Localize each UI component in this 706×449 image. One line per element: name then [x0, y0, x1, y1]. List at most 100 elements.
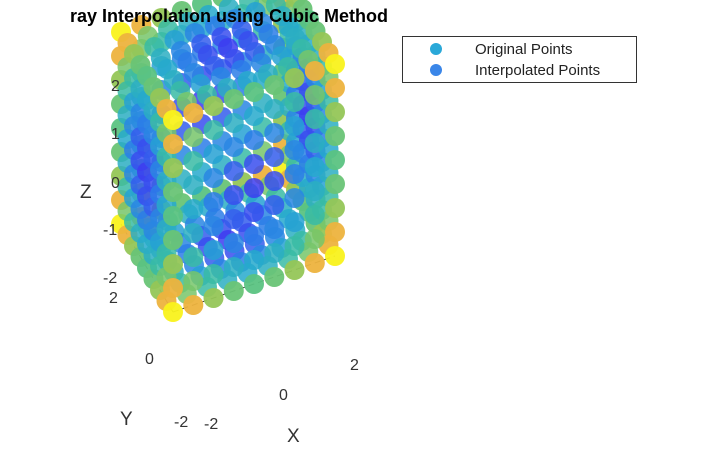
data-point — [203, 168, 224, 188]
y-tick-label: -2 — [174, 414, 189, 431]
data-point — [264, 267, 285, 287]
y-axis-label: Y — [120, 409, 133, 430]
data-point — [244, 202, 264, 222]
legend-marker-original — [430, 43, 442, 55]
data-point — [203, 192, 224, 212]
data-point — [183, 103, 204, 123]
legend: Original Points Interpolated Points — [402, 36, 637, 83]
z-tick-label: 1 — [111, 126, 120, 143]
data-point — [325, 174, 345, 194]
z-axis-label: Z — [80, 182, 92, 203]
data-point — [223, 281, 244, 301]
data-point — [203, 120, 224, 140]
legend-entry-original: Original Points — [403, 39, 573, 59]
x-tick-label: 2 — [350, 357, 359, 374]
data-point — [284, 260, 305, 280]
data-point — [244, 130, 264, 150]
data-point — [203, 288, 224, 308]
z-tick-label: 0 — [111, 175, 120, 192]
data-point — [304, 61, 325, 81]
chart-title: ray Interpolation using Cubic Method — [70, 6, 389, 26]
data-point — [325, 102, 345, 122]
z-tick-label: 2 — [111, 78, 120, 95]
legend-label-original: Original Points — [475, 40, 573, 58]
x-axis-label: X — [287, 426, 300, 447]
data-point — [244, 106, 264, 126]
data-point — [304, 229, 325, 249]
data-point — [284, 68, 305, 88]
data-point — [223, 209, 244, 229]
data-point — [244, 178, 264, 198]
data-point — [244, 274, 264, 294]
data-point — [244, 226, 264, 246]
legend-entry-interpolated: Interpolated Points — [403, 60, 600, 80]
data-point — [264, 75, 285, 95]
data-point — [183, 295, 204, 315]
data-point — [183, 127, 204, 147]
data-point — [203, 96, 224, 116]
data-point — [223, 89, 244, 109]
data-point — [284, 212, 305, 232]
data-point — [304, 157, 325, 177]
data-point — [304, 205, 325, 225]
data-point — [223, 257, 244, 277]
data-point — [325, 150, 345, 170]
data-point — [264, 99, 285, 119]
x-tick-label: 0 — [279, 387, 288, 404]
data-point — [304, 133, 325, 153]
data-point — [244, 82, 264, 102]
data-point — [304, 85, 325, 105]
data-point — [163, 134, 183, 154]
z-tick-label: -2 — [103, 270, 118, 287]
data-point — [163, 302, 183, 322]
data-point — [284, 140, 305, 160]
data-point — [284, 116, 305, 136]
data-point — [203, 264, 224, 284]
data-point — [223, 113, 244, 133]
data-point — [203, 216, 224, 236]
data-point — [325, 198, 345, 218]
data-point — [203, 144, 224, 164]
data-point — [304, 181, 325, 201]
data-point — [264, 147, 285, 167]
data-point — [325, 246, 345, 266]
data-point — [325, 78, 345, 98]
legend-marker-interpolated — [430, 64, 442, 76]
data-point — [264, 219, 285, 239]
data-point — [163, 110, 183, 130]
y-tick-label: 0 — [145, 351, 154, 368]
data-point — [264, 171, 285, 191]
data-point — [325, 222, 345, 242]
z-tick-label: -1 — [103, 222, 118, 239]
data-point — [163, 278, 183, 298]
data-point — [304, 253, 325, 273]
data-point — [183, 175, 204, 195]
data-point — [223, 185, 244, 205]
data-point — [183, 199, 204, 219]
data-point — [163, 206, 183, 226]
data-point — [325, 126, 345, 146]
data-point — [223, 233, 244, 253]
data-point — [183, 151, 204, 171]
data-point — [284, 188, 305, 208]
data-point — [203, 240, 224, 260]
data-point — [325, 54, 345, 74]
data-point — [163, 254, 183, 274]
data-point — [264, 243, 285, 263]
x-tick-label: -2 — [204, 416, 219, 433]
data-point — [284, 164, 305, 184]
data-point — [244, 154, 264, 174]
data-point — [163, 158, 183, 178]
data-point — [223, 161, 244, 181]
data-point — [264, 123, 285, 143]
data-point — [284, 92, 305, 112]
data-point — [183, 271, 204, 291]
data-point — [304, 109, 325, 129]
data-point — [163, 230, 183, 250]
data-point — [284, 236, 305, 256]
data-point — [223, 137, 244, 157]
data-point — [163, 182, 183, 202]
y-tick-label: 2 — [109, 290, 118, 307]
